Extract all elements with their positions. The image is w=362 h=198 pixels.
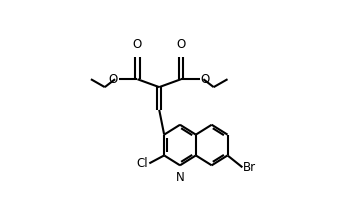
Text: O: O — [176, 38, 186, 51]
Text: Cl: Cl — [137, 157, 148, 170]
Text: N: N — [176, 171, 184, 184]
Text: O: O — [133, 38, 142, 51]
Text: O: O — [108, 73, 118, 86]
Text: Br: Br — [243, 161, 257, 174]
Text: O: O — [201, 73, 210, 86]
